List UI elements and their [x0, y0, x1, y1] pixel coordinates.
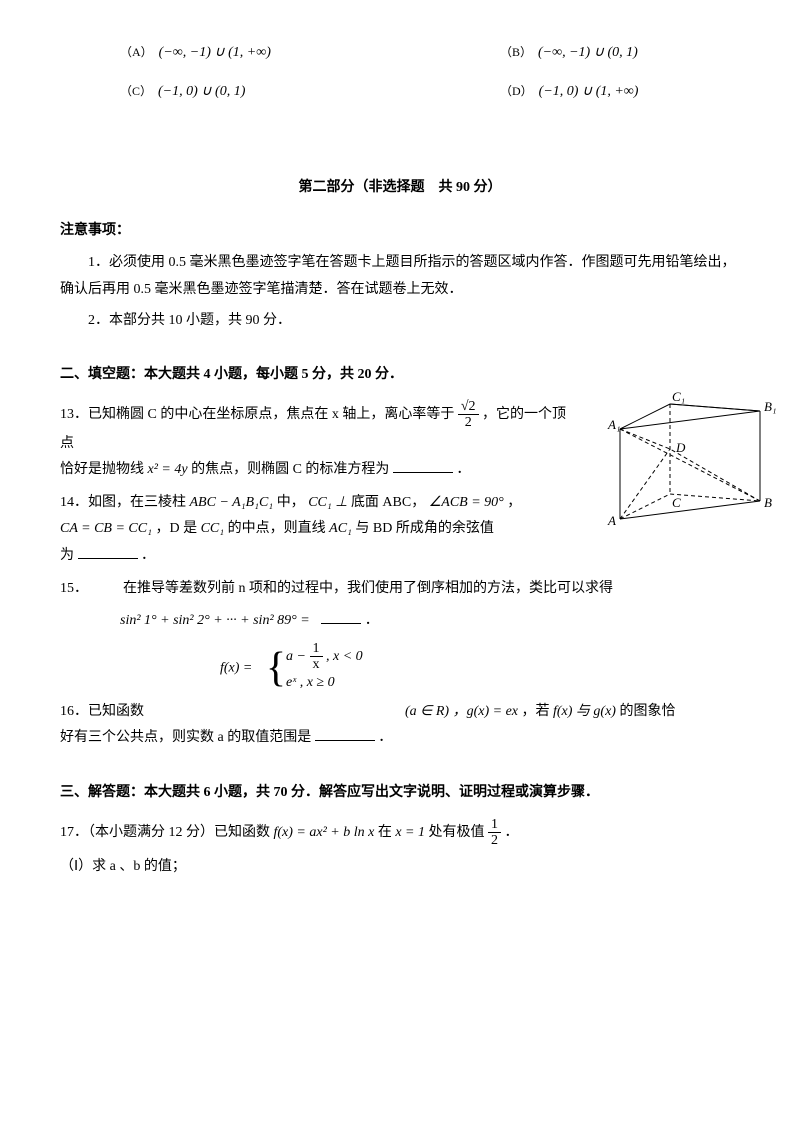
- q16-b: ，若: [522, 704, 554, 719]
- q13-text-d: 的焦点，则椭圆 C 的标准方程为: [191, 462, 389, 477]
- label-D: D: [675, 440, 686, 455]
- q13-text-c: 恰好是抛物线: [60, 462, 148, 477]
- q14-c: ，: [507, 495, 521, 510]
- q15-end: ．: [365, 613, 379, 628]
- q17-x1: x = 1: [395, 825, 425, 840]
- q17-b: 在: [378, 825, 396, 840]
- option-d-expr: (−1, 0) ∪ (1, +∞): [539, 79, 639, 106]
- q14-g: 为: [60, 548, 74, 563]
- q16-case1-frac: 1 x: [310, 641, 323, 673]
- q16-case2: eˣ , x ≥ 0: [286, 675, 335, 690]
- q16-case1-a: a −: [286, 649, 309, 664]
- part2-title: 第二部分（非选择题 共 90 分）: [60, 175, 740, 202]
- label-A1: A₁: [607, 417, 620, 432]
- question-17-part1: （Ⅰ）求 a 、b 的值；: [60, 854, 740, 881]
- q14-ac1: AC₁: [329, 521, 352, 536]
- question-15: 15． 在推导等差数列前 n 项和的过程中，我们使用了倒序相加的方法，类比可以求…: [60, 576, 740, 635]
- question-16: f(x) = { a − 1 x , x < 0 eˣ , x ≥ 0 16．已…: [60, 641, 740, 752]
- q14-a: 14．如图，在三棱柱: [60, 495, 190, 510]
- q13-parabola: x² = 4y: [148, 462, 188, 477]
- q14-angle: ∠ACB = 90°: [429, 495, 504, 510]
- q13-text-e: ．: [456, 462, 470, 477]
- q16-fx: f(x) =: [220, 660, 252, 675]
- q14-f: 与 BD 所成角的余弦值: [355, 521, 493, 536]
- q14-cc1-2: CC₁: [201, 521, 225, 536]
- question-13: A B C A₁ B₁ C₁ D 13．已知椭圆 C 的中心在坐标原点，焦点在 …: [60, 399, 740, 484]
- q13-blank: [393, 460, 453, 474]
- label-B: B: [764, 495, 772, 510]
- q14-blank: [78, 545, 138, 559]
- q17-c: 处有极值: [429, 825, 489, 840]
- q14-b: 中，: [277, 495, 305, 510]
- notice-heading: 注意事项：: [60, 218, 740, 245]
- notice-2: 2．本部分共 10 小题，共 90 分．: [60, 308, 740, 335]
- notice-1: 1．必须使用 0.5 毫米黑色墨迹签字笔在答题卡上题目所指示的答题区域内作答．作…: [60, 250, 740, 303]
- option-a: （A） (−∞, −1) ∪ (1, +∞): [60, 40, 460, 67]
- question-17: 17．（本小题满分 12 分）已知函数 f(x) = ax² + b ln x …: [60, 817, 740, 849]
- q15-a: 15． 在推导等差数列前 n 项和的过程中，我们使用了倒序相加的方法，类比可以求…: [60, 581, 613, 596]
- option-d-label: （D）: [500, 80, 533, 103]
- q16-fxg: f(x) 与 g(x): [553, 704, 616, 719]
- label-C1: C₁: [672, 389, 685, 404]
- q17-d: ．: [505, 825, 519, 840]
- q16-blank: [315, 728, 375, 742]
- solve-heading: 三、解答题：本大题共 6 小题，共 70 分．解答应写出文字说明、证明过程或演算…: [60, 780, 740, 807]
- option-d: （D） (−1, 0) ∪ (1, +∞): [460, 79, 638, 106]
- q16-e: ．: [378, 730, 392, 745]
- option-b: （B） (−∞, −1) ∪ (0, 1): [460, 40, 638, 67]
- q17-extreme-value: 1 2: [488, 817, 501, 849]
- option-c-label: （C）: [120, 80, 152, 103]
- q13-text-a: 13．已知椭圆 C 的中心在坐标原点，焦点在 x 轴上，离心率等于: [60, 407, 458, 422]
- q16-c: 的图象恰: [619, 704, 675, 719]
- q14-base: 底面 ABC，: [351, 495, 425, 510]
- q14-edges: CA = CB = CC₁: [60, 521, 152, 536]
- q16-g: ，g(x) = ex: [453, 704, 518, 719]
- brace-icon: {: [266, 647, 286, 689]
- q14-e: 的中点，则直线: [228, 521, 330, 536]
- q16-piecewise: { a − 1 x , x < 0 eˣ , x ≥ 0: [266, 641, 363, 695]
- q13-eccentricity: √2 2: [458, 399, 479, 431]
- option-a-label: （A）: [120, 41, 153, 64]
- q14-cc1: CC₁ ⊥: [308, 495, 347, 510]
- q15-blank: [321, 611, 361, 625]
- q14-h: ．: [141, 548, 155, 563]
- options-row-1: （A） (−∞, −1) ∪ (1, +∞) （B） (−∞, −1) ∪ (0…: [60, 40, 740, 67]
- option-a-expr: (−∞, −1) ∪ (1, +∞): [159, 40, 271, 67]
- options-row-2: （C） (−1, 0) ∪ (0, 1) （D） (−1, 0) ∪ (1, +…: [60, 79, 740, 106]
- q16-case1-cond: , x < 0: [326, 649, 363, 664]
- option-c-expr: (−1, 0) ∪ (0, 1): [158, 79, 245, 106]
- q16-ar: (a ∈ R): [391, 704, 449, 719]
- q16-d: 好有三个公共点，则实数 a 的取值范围是: [60, 730, 311, 745]
- q17-a: 17．（本小题满分 12 分）已知函数: [60, 825, 274, 840]
- fill-heading: 二、填空题：本大题共 4 小题，每小题 5 分，共 20 分．: [60, 362, 740, 389]
- q15-sum: sin² 1° + sin² 2° + ··· + sin² 89° =: [120, 613, 310, 628]
- q14-prism: ABC − A₁B₁C₁: [190, 495, 274, 510]
- option-b-label: （B）: [500, 41, 532, 64]
- option-c: （C） (−1, 0) ∪ (0, 1): [60, 79, 460, 106]
- label-B1: B₁: [764, 399, 776, 414]
- question-14: 14．如图，在三棱柱 ABC − A₁B₁C₁ 中， CC₁ ⊥ 底面 ABC，…: [60, 490, 740, 570]
- q14-d: ，D 是: [155, 521, 200, 536]
- q17-f: f(x) = ax² + b ln x: [274, 825, 375, 840]
- q16-a: 16．已知函数: [60, 704, 144, 719]
- option-b-expr: (−∞, −1) ∪ (0, 1): [538, 40, 638, 67]
